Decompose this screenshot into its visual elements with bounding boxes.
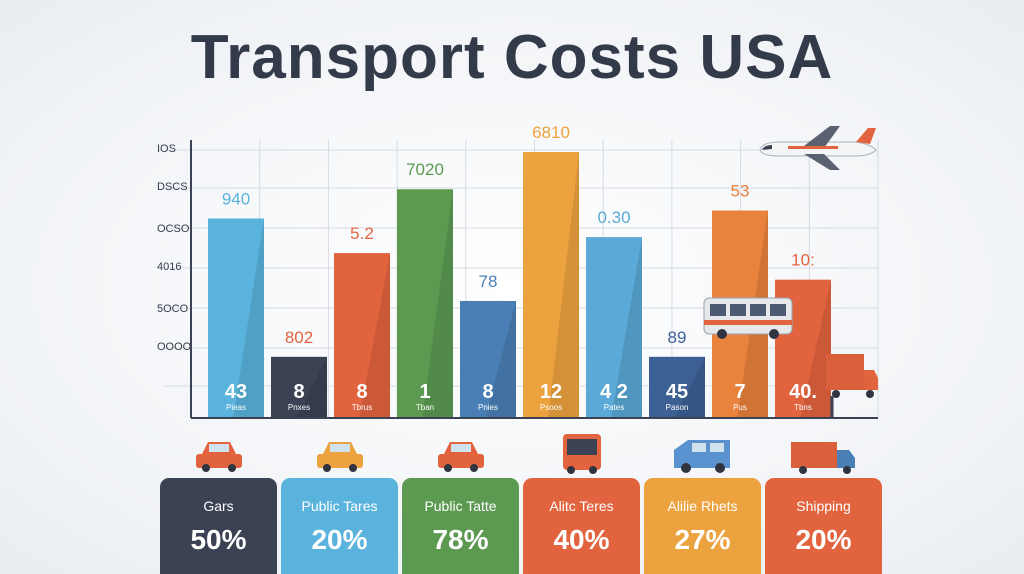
bar-top-label: 89 bbox=[668, 328, 687, 347]
bar-top-label: 10: bbox=[791, 251, 815, 270]
bar-bottom-text: Pnies bbox=[478, 403, 498, 412]
bar-bottom-value: 8 bbox=[293, 381, 304, 403]
bar-bottom-text: Tbrus bbox=[352, 403, 372, 412]
bar bbox=[460, 300, 516, 418]
bar-shade bbox=[296, 356, 327, 418]
bar-bottom-text: Tban bbox=[416, 403, 434, 412]
y-tick-label: 5OCO bbox=[157, 303, 189, 315]
bar-shade bbox=[674, 356, 705, 418]
bar-bottom-text: Psoos bbox=[540, 403, 562, 412]
bar-shade bbox=[485, 300, 516, 418]
category-card: Shipping 20% bbox=[765, 478, 882, 574]
bar-bottom-text: Tbns bbox=[794, 403, 812, 412]
card-percentage: 20% bbox=[795, 524, 852, 555]
bus-icon bbox=[523, 430, 640, 478]
bar-bottom-text: Pus bbox=[733, 403, 747, 412]
category-card: Public Tatte 78% bbox=[402, 478, 519, 574]
y-tick-label: OCSO bbox=[157, 223, 190, 235]
bar-top-label: 5.2 bbox=[350, 224, 374, 243]
category-card: Gars 50% bbox=[160, 478, 277, 574]
bar bbox=[649, 356, 705, 418]
chart-title: Transport Costs USA bbox=[190, 23, 834, 92]
bar-bottom-value: 1 bbox=[419, 381, 430, 403]
chart-bars: 94043Pieas8028Pnxes5.28Tbrus70201Tban788… bbox=[208, 123, 831, 418]
taxi-icon bbox=[281, 430, 398, 478]
bar-top-label: 78 bbox=[479, 272, 498, 291]
bar-top-label: 802 bbox=[285, 328, 313, 347]
bar-top-label: 940 bbox=[222, 190, 250, 209]
airplane-icon bbox=[759, 126, 877, 170]
y-tick-label: IOS bbox=[157, 143, 176, 155]
card-name: Alitc Teres bbox=[549, 498, 614, 514]
bar-bottom-value: 43 bbox=[225, 381, 247, 403]
y-tick-label: DSCS bbox=[157, 181, 188, 193]
category-card: Alitc Teres 40% bbox=[523, 478, 640, 574]
bar-bottom-value: 40. bbox=[789, 381, 817, 403]
bar-shade bbox=[737, 210, 768, 418]
bar-shade bbox=[800, 279, 831, 418]
bar-bottom-text: Pates bbox=[604, 403, 624, 412]
bar-top-label: 7020 bbox=[406, 160, 444, 179]
category-card: Public Tares 20% bbox=[281, 478, 398, 574]
bar-bottom-value: 12 bbox=[540, 381, 562, 403]
bar-top-label: 53 bbox=[731, 182, 750, 201]
car-icon bbox=[402, 430, 519, 478]
card-percentage: 40% bbox=[553, 524, 610, 555]
truck-icon bbox=[826, 354, 878, 418]
bar bbox=[271, 356, 327, 418]
bar-top-label: 0.30 bbox=[597, 208, 630, 227]
bar-shade bbox=[359, 253, 390, 418]
card-name: Alilie Rhets bbox=[667, 498, 738, 514]
car-icon bbox=[160, 430, 277, 478]
van-icon bbox=[644, 430, 761, 478]
card-name: Public Tares bbox=[301, 498, 378, 514]
card-name: Shipping bbox=[796, 498, 851, 514]
bar-bottom-value: 4 2 bbox=[600, 381, 628, 403]
card-percentage: 78% bbox=[432, 524, 489, 555]
bar-shade bbox=[422, 189, 453, 418]
y-tick-label: 4016 bbox=[157, 261, 181, 273]
y-axis-labels: IOS DSCS OCSO 4016 5OCO OOOO bbox=[157, 143, 192, 353]
bar-shade bbox=[548, 152, 579, 418]
truck-icon bbox=[765, 430, 882, 478]
bus-icon bbox=[703, 297, 793, 339]
card-name: Public Tatte bbox=[424, 498, 497, 514]
chart-grid bbox=[165, 140, 879, 418]
bar-bottom-value: 45 bbox=[666, 381, 688, 403]
card-name: Gars bbox=[203, 498, 234, 514]
card-percentage: 20% bbox=[311, 524, 368, 555]
bar-bottom-text: Pieas bbox=[226, 403, 246, 412]
bar bbox=[523, 152, 579, 418]
bar-top-label: 6810 bbox=[532, 123, 570, 142]
bar-bottom-value: 7 bbox=[734, 381, 745, 403]
card-percentage: 50% bbox=[190, 524, 247, 555]
bar-bottom-value: 8 bbox=[356, 381, 367, 403]
bar-bottom-text: Pnxes bbox=[288, 403, 310, 412]
bar-bottom-text: Pason bbox=[666, 403, 689, 412]
bar bbox=[586, 237, 642, 418]
category-cards: Gars 50% Public Tares 20% Public Tatte 78% Ali… bbox=[160, 430, 888, 574]
bar bbox=[397, 189, 453, 418]
bar bbox=[334, 253, 390, 418]
bar-shade bbox=[233, 218, 264, 418]
card-percentage: 27% bbox=[674, 524, 731, 555]
y-tick-label: OOOO bbox=[157, 341, 192, 353]
category-card: Alilie Rhets 27% bbox=[644, 478, 761, 574]
bar bbox=[208, 218, 264, 418]
bar-bottom-value: 8 bbox=[482, 381, 493, 403]
bar-shade bbox=[611, 237, 642, 418]
